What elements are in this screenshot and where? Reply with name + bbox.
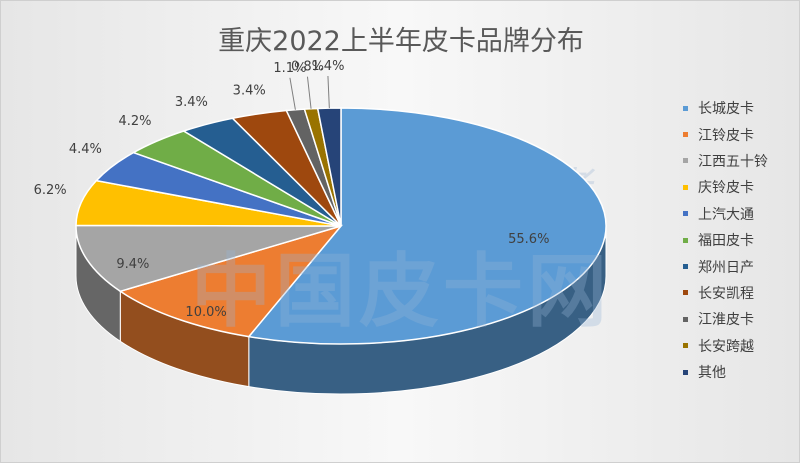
data-label-郑州日产: 3.4% xyxy=(175,95,208,110)
legend-label: 其他 xyxy=(698,365,726,382)
legend-label: 福田皮卡 xyxy=(698,233,754,250)
legend-swatch xyxy=(683,290,688,296)
data-label-长安凯程: 3.4% xyxy=(233,83,266,98)
legend-swatch xyxy=(683,343,688,349)
legend-item: 长安跨越 xyxy=(683,333,793,359)
data-label-庆铃皮卡: 6.2% xyxy=(34,183,67,198)
legend-item: 福田皮卡 xyxy=(683,227,793,253)
leader-line-其他 xyxy=(327,75,330,109)
data-label-江淮皮卡: 1.1% xyxy=(273,61,306,76)
data-label-长城皮卡: 55.6% xyxy=(508,232,549,247)
leader-line-长安跨越 xyxy=(306,76,312,109)
pie-slice-江西五十铃 xyxy=(75,224,342,293)
legend-swatch xyxy=(683,316,688,322)
pie-labels: 55.6% 10.0% 9.4% 6.2% 4.4% 4.2% 3.4% 3.4% 1.1%0.… xyxy=(34,59,550,320)
legend-label: 江铃皮卡 xyxy=(698,127,754,144)
legend-item: 上汽大通 xyxy=(683,201,793,227)
legend-swatch xyxy=(683,264,688,270)
legend-swatch xyxy=(683,105,688,111)
leader-line-江淮皮卡 xyxy=(289,77,296,110)
pie-top xyxy=(75,107,607,345)
legend-label: 江淮皮卡 xyxy=(698,312,754,329)
legend-item: 江淮皮卡 xyxy=(683,306,793,332)
legend: 长城皮卡江铃皮卡江西五十铃庆铃皮卡上汽大通福田皮卡郑州日产长安凯程江淮皮卡长安跨… xyxy=(683,95,793,385)
chart-title: 重庆2022上半年皮卡品牌分布 xyxy=(218,26,584,57)
data-label-江铃皮卡: 10.0% xyxy=(185,305,226,320)
legend-item: 长城皮卡 xyxy=(683,95,793,121)
legend-label: 长城皮卡 xyxy=(698,101,754,118)
legend-label: 上汽大通 xyxy=(698,206,754,223)
pie-slice-长城皮卡 xyxy=(247,107,607,345)
legend-item: 郑州日产 xyxy=(683,253,793,279)
data-label-江西五十铃: 9.4% xyxy=(116,257,149,272)
legend-item: 长安凯程 xyxy=(683,280,793,306)
legend-label: 长安凯程 xyxy=(698,285,754,302)
legend-label: 江西五十铃 xyxy=(698,153,768,170)
legend-item: 其他 xyxy=(683,359,793,385)
legend-label: 庆铃皮卡 xyxy=(698,180,754,197)
legend-label: 郑州日产 xyxy=(698,259,754,276)
legend-swatch xyxy=(683,132,688,138)
data-label-其他: 1.4% xyxy=(311,59,344,74)
legend-item: 江铃皮卡 xyxy=(683,121,793,147)
legend-swatch xyxy=(683,184,688,190)
data-label-长安跨越: 0.8% xyxy=(291,60,324,75)
legend-swatch xyxy=(683,237,688,243)
legend-label: 长安跨越 xyxy=(698,338,754,355)
legend-swatch xyxy=(683,158,688,164)
legend-swatch xyxy=(683,369,688,375)
legend-swatch xyxy=(683,211,688,217)
data-label-上汽大通: 4.4% xyxy=(69,142,102,157)
pie-slice-江铃皮卡 xyxy=(118,224,344,338)
legend-item: 江西五十铃 xyxy=(683,148,793,174)
legend-item: 庆铃皮卡 xyxy=(683,174,793,200)
data-label-福田皮卡: 4.2% xyxy=(118,114,151,129)
